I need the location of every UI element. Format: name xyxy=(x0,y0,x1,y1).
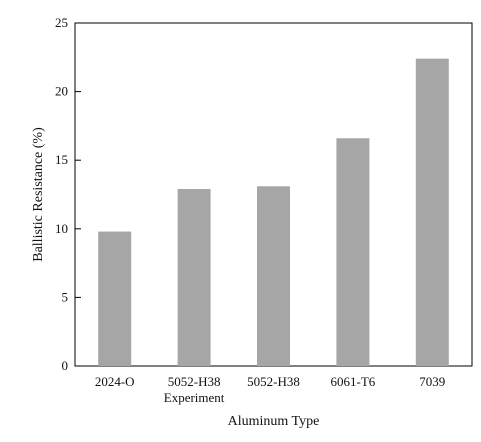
bar-4 xyxy=(336,138,370,366)
bars-group xyxy=(98,58,449,367)
x-tick-label: 2024-O xyxy=(95,374,135,389)
y-tick-label: 0 xyxy=(62,358,69,373)
y-tick-label: 10 xyxy=(55,221,68,236)
x-tick-label: 5052-H38 xyxy=(247,374,300,389)
x-tick-label: 7039 xyxy=(419,374,445,389)
x-axis-title: Aluminum Type xyxy=(228,414,320,429)
y-tick-label: 5 xyxy=(62,289,69,304)
bar-2 xyxy=(177,189,211,366)
y-tick-label: 20 xyxy=(55,84,68,99)
y-axis-title: Ballistic Resistance (%) xyxy=(31,127,46,262)
bar-5 xyxy=(415,58,449,367)
x-tick-label: 6061-T6 xyxy=(331,374,376,389)
y-axis-ticks: 0 5 10 15 20 25 xyxy=(55,15,81,373)
y-tick-label: 25 xyxy=(55,15,68,30)
x-tick-label: 5052-H38 xyxy=(168,374,221,389)
bar-1 xyxy=(98,231,132,366)
x-tick-sublabel: Experiment xyxy=(164,390,225,405)
y-tick-label: 15 xyxy=(55,152,68,167)
bar-3 xyxy=(257,186,290,366)
